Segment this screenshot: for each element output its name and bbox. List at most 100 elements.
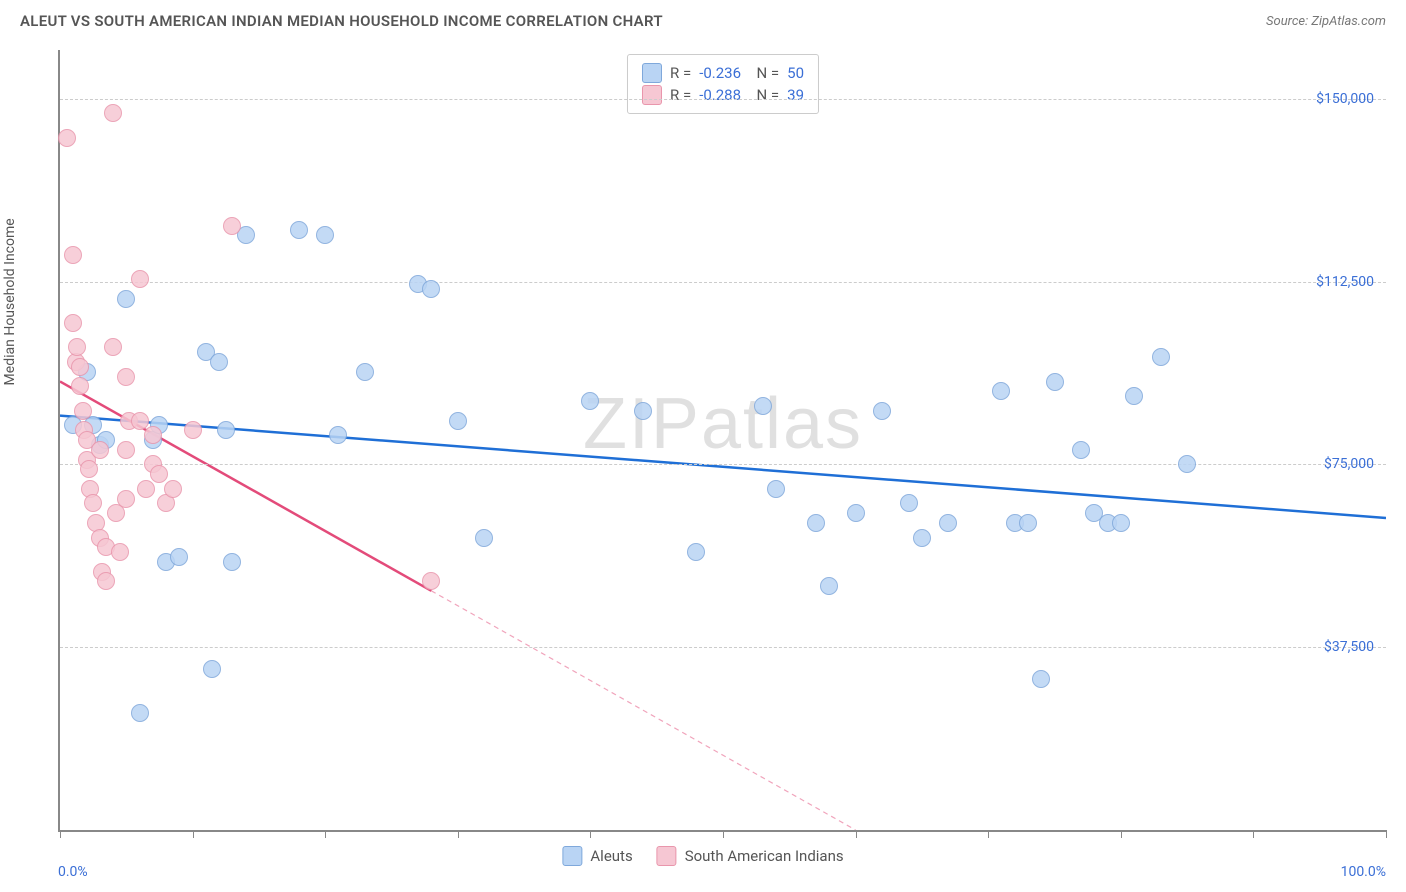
data-point	[131, 704, 149, 722]
y-axis-label: Median Household Income	[2, 218, 18, 385]
data-point	[64, 314, 82, 332]
data-point	[223, 553, 241, 571]
data-point	[117, 441, 135, 459]
data-point	[807, 514, 825, 532]
legend-n-label: N =	[749, 64, 779, 82]
y-tick-label: $150,000	[1316, 91, 1374, 107]
data-point	[475, 529, 493, 547]
series-name: Aleuts	[590, 847, 632, 865]
data-point	[767, 480, 785, 498]
data-point	[104, 104, 122, 122]
data-point	[1019, 514, 1037, 532]
legend-r-value: -0.236	[699, 64, 741, 82]
data-point	[422, 280, 440, 298]
x-min-label: 0.0%	[58, 864, 88, 880]
data-point	[71, 377, 89, 395]
correlation-legend: R = -0.236 N = 50R = -0.288 N = 39	[627, 54, 819, 114]
data-point	[131, 270, 149, 288]
data-point	[164, 480, 182, 498]
data-point	[449, 412, 467, 430]
data-point	[150, 465, 168, 483]
data-point	[74, 402, 92, 420]
legend-r-value: -0.288	[699, 86, 741, 104]
y-tick-label: $112,500	[1316, 274, 1374, 290]
data-point	[131, 412, 149, 430]
chart-title: ALEUT VS SOUTH AMERICAN INDIAN MEDIAN HO…	[20, 12, 663, 30]
legend-n-value: 50	[787, 64, 804, 82]
data-point	[356, 363, 374, 381]
legend-n-label: N =	[749, 86, 779, 104]
x-tick	[988, 830, 989, 838]
legend-marker	[642, 85, 662, 105]
x-tick	[1386, 830, 1387, 838]
x-tick	[325, 830, 326, 838]
data-point	[687, 543, 705, 561]
data-point	[58, 129, 76, 147]
legend-row: R = -0.236 N = 50	[642, 63, 804, 83]
legend-row: R = -0.288 N = 39	[642, 85, 804, 105]
trend-lines	[60, 50, 1386, 830]
legend-n-value: 39	[787, 86, 804, 104]
data-point	[1072, 441, 1090, 459]
x-max-label: 100.0%	[1341, 864, 1386, 880]
data-point	[1112, 514, 1130, 532]
series-legend-item: South American Indians	[657, 846, 844, 866]
plot-region: ZIPatlas R = -0.236 N = 50R = -0.288 N =…	[58, 50, 1386, 832]
x-tick	[1121, 830, 1122, 838]
data-point	[1178, 455, 1196, 473]
data-point	[91, 441, 109, 459]
data-point	[1125, 387, 1143, 405]
y-tick-label: $37,500	[1324, 639, 1374, 655]
x-tick	[60, 830, 61, 838]
data-point	[634, 402, 652, 420]
legend-r-label: R =	[670, 64, 691, 82]
gridline	[60, 99, 1386, 100]
data-point	[111, 543, 129, 561]
watermark: ZIPatlas	[583, 383, 863, 465]
data-point	[64, 246, 82, 264]
x-tick	[458, 830, 459, 838]
data-point	[144, 426, 162, 444]
data-point	[754, 397, 772, 415]
x-tick	[723, 830, 724, 838]
data-point	[900, 494, 918, 512]
data-point	[84, 494, 102, 512]
data-point	[217, 421, 235, 439]
data-point	[1046, 373, 1064, 391]
legend-marker	[657, 846, 677, 866]
data-point	[137, 480, 155, 498]
x-tick	[1253, 830, 1254, 838]
legend-marker	[642, 63, 662, 83]
data-point	[68, 338, 86, 356]
data-point	[316, 226, 334, 244]
gridline	[60, 282, 1386, 283]
data-point	[992, 382, 1010, 400]
x-tick	[193, 830, 194, 838]
legend-marker	[562, 846, 582, 866]
series-name: South American Indians	[685, 847, 844, 865]
series-legend-item: Aleuts	[562, 846, 632, 866]
data-point	[117, 490, 135, 508]
data-point	[97, 572, 115, 590]
data-point	[422, 572, 440, 590]
data-point	[184, 421, 202, 439]
data-point	[203, 660, 221, 678]
data-point	[820, 577, 838, 595]
data-point	[290, 221, 308, 239]
data-point	[873, 402, 891, 420]
x-tick	[590, 830, 591, 838]
y-tick-label: $75,000	[1324, 456, 1374, 472]
data-point	[223, 217, 241, 235]
gridline	[60, 647, 1386, 648]
data-point	[1032, 670, 1050, 688]
data-point	[80, 460, 98, 478]
data-point	[117, 368, 135, 386]
data-point	[104, 338, 122, 356]
chart-area: Median Household Income ZIPatlas R = -0.…	[20, 50, 1386, 872]
data-point	[329, 426, 347, 444]
data-point	[1152, 348, 1170, 366]
x-tick	[856, 830, 857, 838]
chart-source: Source: ZipAtlas.com	[1266, 14, 1386, 29]
data-point	[939, 514, 957, 532]
series-legend: Aleuts South American Indians	[562, 846, 843, 866]
